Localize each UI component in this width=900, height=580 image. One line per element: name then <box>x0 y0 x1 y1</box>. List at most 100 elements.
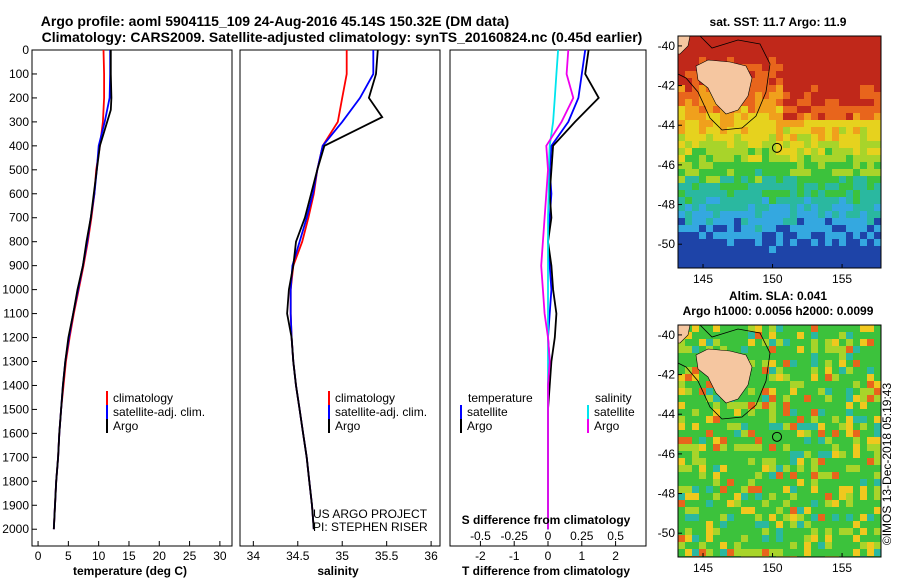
map-cell <box>860 99 867 106</box>
map-cell <box>713 402 720 409</box>
map-cell <box>853 409 860 416</box>
map-cell <box>685 127 692 134</box>
map-cell <box>825 78 832 85</box>
map-cell <box>867 176 874 183</box>
map-cell <box>713 339 720 346</box>
map-cell <box>720 542 727 549</box>
map-cell <box>720 190 727 197</box>
map-cell <box>811 332 818 339</box>
map-cell <box>874 416 881 423</box>
sst-float-marker <box>771 142 782 153</box>
map-cell <box>804 367 811 374</box>
legend-t-satellite-label: satellite <box>467 405 508 419</box>
map-cell <box>706 465 713 472</box>
map-cell <box>790 253 797 260</box>
map-cell <box>769 472 776 479</box>
map-cell <box>790 500 797 507</box>
map-cell <box>853 325 860 332</box>
map-cell <box>748 479 755 486</box>
map-cell <box>678 78 685 85</box>
map-cell <box>685 155 692 162</box>
map-cell <box>727 549 734 556</box>
map-cell <box>713 106 720 113</box>
map-cell <box>755 169 762 176</box>
map-cell <box>853 437 860 444</box>
map-cell <box>769 85 776 92</box>
map-cell <box>797 64 804 71</box>
map-cell <box>783 332 790 339</box>
map-cell <box>839 204 846 211</box>
map-cell <box>853 232 860 239</box>
map-cell <box>748 148 755 155</box>
map-cell <box>769 388 776 395</box>
map-cell <box>846 346 853 353</box>
map-cell <box>818 528 825 535</box>
map-cell <box>727 430 734 437</box>
map-cell <box>748 169 755 176</box>
map-cell <box>734 521 741 528</box>
y-tick-label: 1800 <box>2 474 29 488</box>
map-cell <box>832 549 839 556</box>
map-cell <box>678 381 685 388</box>
map-cell <box>755 162 762 169</box>
map-cell <box>741 465 748 472</box>
s-tick-label: -0.25 <box>501 529 529 543</box>
map-cell <box>776 479 783 486</box>
map-cell <box>804 353 811 360</box>
map-cell <box>783 374 790 381</box>
map-cell <box>769 50 776 57</box>
map-cell <box>748 218 755 225</box>
map-cell <box>846 260 853 267</box>
map-cell <box>776 339 783 346</box>
map-cell <box>818 437 825 444</box>
credit-pi: PI: STEPHEN RISER <box>313 520 428 534</box>
map-cell <box>727 423 734 430</box>
map-cell <box>769 332 776 339</box>
map-y-tick-label: -48 <box>658 487 676 501</box>
map-cell <box>706 204 713 211</box>
map-cell <box>811 190 818 197</box>
map-cell <box>790 367 797 374</box>
map-cell <box>853 402 860 409</box>
map-cell <box>853 141 860 148</box>
map-cell <box>783 190 790 197</box>
map-cell <box>678 253 685 260</box>
map-cell <box>685 423 692 430</box>
map-cell <box>741 113 748 120</box>
series-line-argo <box>286 49 384 530</box>
map-cell <box>853 514 860 521</box>
map-cell <box>832 535 839 542</box>
map-cell <box>825 374 832 381</box>
map-cell <box>811 239 818 246</box>
map-cell <box>846 211 853 218</box>
map-cell <box>790 388 797 395</box>
map-cell <box>811 43 818 50</box>
map-cell <box>727 514 734 521</box>
map-cell <box>727 113 734 120</box>
map-cell <box>818 218 825 225</box>
map-cell <box>783 71 790 78</box>
map-cell <box>825 148 832 155</box>
map-cell <box>867 155 874 162</box>
map-cell <box>755 78 762 85</box>
map-cell <box>706 190 713 197</box>
map-cell <box>839 127 846 134</box>
map-cell <box>832 134 839 141</box>
map-cell <box>867 493 874 500</box>
map-cell <box>692 78 699 85</box>
x-tick-label: 34 <box>247 549 261 563</box>
map-cell <box>874 246 881 253</box>
map-cell <box>734 218 741 225</box>
map-cell <box>706 444 713 451</box>
map-cell <box>755 486 762 493</box>
map-cell <box>818 472 825 479</box>
map-cell <box>874 325 881 332</box>
map-cell <box>811 232 818 239</box>
map-cell <box>853 253 860 260</box>
map-cell <box>846 78 853 85</box>
map-cell <box>818 169 825 176</box>
map-cell <box>727 176 734 183</box>
map-cell <box>685 409 692 416</box>
map-cell <box>846 465 853 472</box>
map-cell <box>874 528 881 535</box>
